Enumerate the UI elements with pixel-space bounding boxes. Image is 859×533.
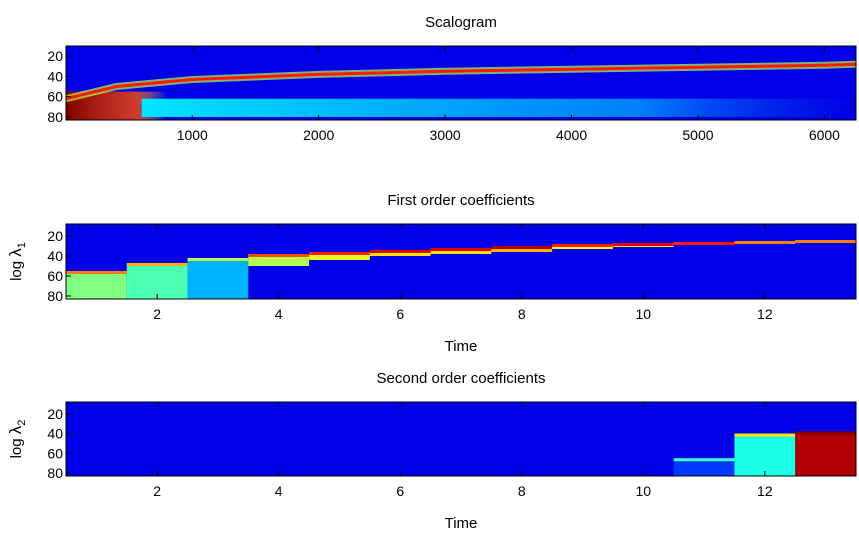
coefficient-cell-edge xyxy=(673,458,735,462)
x-axis-label: Time xyxy=(445,338,478,355)
x-tick-label: 5000 xyxy=(682,127,713,143)
x-tick-label: 12 xyxy=(757,483,773,499)
coefficient-cell-edge xyxy=(673,242,735,245)
coefficient-cell-edge xyxy=(734,433,796,437)
coefficient-cell-edge xyxy=(309,252,370,255)
x-tick-label: 3000 xyxy=(430,127,461,143)
x-tick-label: 2 xyxy=(153,306,161,322)
coefficient-cell-edge xyxy=(248,254,310,257)
panel-3: Second order coefficients 2 4 6 8 10 12 20 40 60 8… xyxy=(6,370,857,532)
y-axis-label-subscript: 2 xyxy=(16,420,28,426)
y-tick-label: 40 xyxy=(47,68,63,84)
coefficient-cell-edge xyxy=(612,243,674,246)
coefficient-cell xyxy=(126,263,188,299)
y-tick-label: 60 xyxy=(47,445,63,461)
y-tick-label: 80 xyxy=(47,288,63,304)
y-axis-label: log λ1 xyxy=(6,242,28,281)
coefficient-cell xyxy=(309,252,370,260)
x-tick-label: 8 xyxy=(518,483,526,499)
y-tick-label: 80 xyxy=(47,465,63,481)
y-tick-label: 40 xyxy=(47,426,63,442)
panel-title: Scalogram xyxy=(425,14,497,31)
x-tick-label: 1000 xyxy=(177,127,208,143)
x-tick-label: 4 xyxy=(275,483,283,499)
panel-title: First order coefficients xyxy=(387,192,534,209)
x-tick-label: 6000 xyxy=(809,127,840,143)
y-axis-label-symbol: λ xyxy=(6,425,25,434)
y-tick-label: 20 xyxy=(47,228,63,244)
panel-2: First order coefficients 2 4 6 8 10 12 20 40 60 80… xyxy=(6,192,857,355)
coefficient-cell-edge xyxy=(187,258,249,261)
axes-box xyxy=(65,401,857,477)
y-tick-label: 40 xyxy=(47,248,63,264)
axes-box xyxy=(65,45,857,121)
coefficient-cell xyxy=(66,271,127,299)
x-tick-label: 8 xyxy=(518,306,526,322)
heatmap-area xyxy=(66,402,856,476)
coefficient-cell-edge xyxy=(369,250,431,253)
y-axis-label-symbol: λ xyxy=(6,248,25,257)
frequency-ridge xyxy=(66,62,856,101)
y-axis-label-subscript: 1 xyxy=(16,242,28,248)
panel-1: Scalogram 1000 2000 3000 4000 5000 6000 20 40 60 8… xyxy=(47,14,857,143)
coefficient-cell-edge xyxy=(430,248,492,251)
coefficient-cell xyxy=(734,433,796,476)
x-tick-label: 6 xyxy=(396,306,404,322)
x-tick-label: 2000 xyxy=(303,127,334,143)
x-tick-label: 4000 xyxy=(556,127,587,143)
heatmap-area xyxy=(66,46,856,120)
heatmap-area xyxy=(66,224,856,299)
coefficient-cell-edge xyxy=(795,240,856,243)
y-axis-label: log λ2 xyxy=(6,420,28,459)
y-tick-label: 20 xyxy=(47,48,63,64)
panel-title: Second order coefficients xyxy=(377,370,546,387)
x-axis-label: Time xyxy=(445,515,478,532)
coefficient-cell-edge xyxy=(126,263,188,266)
energy-region xyxy=(141,98,856,117)
y-tick-label: 20 xyxy=(47,406,63,422)
coefficient-cell-edge xyxy=(734,241,796,244)
x-tick-label: 10 xyxy=(636,483,652,499)
coefficient-cell xyxy=(795,431,856,476)
x-tick-label: 2 xyxy=(153,483,161,499)
coefficient-cell-edge xyxy=(491,246,553,249)
y-tick-label: 60 xyxy=(47,89,63,105)
y-tick-label: 80 xyxy=(47,109,63,125)
x-tick-label: 10 xyxy=(636,306,652,322)
coefficient-cell xyxy=(673,458,735,476)
coefficient-cell xyxy=(187,258,249,299)
axes-box xyxy=(65,223,857,300)
coefficient-cell-edge xyxy=(552,244,613,247)
x-tick-label: 6 xyxy=(396,483,404,499)
x-tick-label: 4 xyxy=(275,306,283,322)
y-axis-label-text: log xyxy=(8,257,25,281)
coefficient-cell-edge xyxy=(795,431,856,435)
y-axis-label-text: log xyxy=(8,434,25,458)
x-tick-label: 12 xyxy=(757,306,773,322)
y-tick-label: 60 xyxy=(47,268,63,284)
coefficient-cell-edge xyxy=(66,271,127,274)
